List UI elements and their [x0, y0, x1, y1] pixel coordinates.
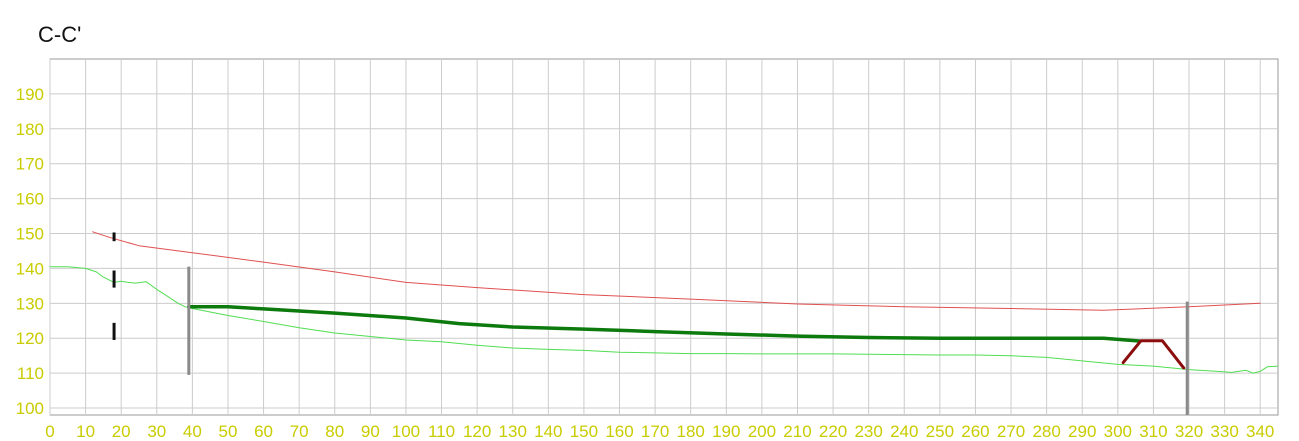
y-tick-label: 100 — [16, 399, 44, 418]
y-tick-label: 170 — [16, 155, 44, 174]
x-tick-label: 170 — [641, 422, 669, 441]
y-tick-label: 160 — [16, 190, 44, 209]
chart-title: C-C' — [38, 22, 82, 47]
x-tick-label: 310 — [1139, 422, 1167, 441]
x-tick-label: 290 — [1068, 422, 1096, 441]
x-tick-label: 250 — [926, 422, 954, 441]
x-tick-label: 20 — [112, 422, 131, 441]
x-tick-label: 100 — [392, 422, 420, 441]
y-tick-label: 120 — [16, 329, 44, 348]
y-tick-label: 150 — [16, 225, 44, 244]
x-tick-label: 50 — [219, 422, 238, 441]
series-line-2 — [49, 266, 1279, 374]
x-tick-label: 110 — [428, 422, 455, 441]
x-tick-label: 80 — [325, 422, 344, 441]
x-tick-label: 240 — [890, 422, 918, 441]
x-tick-label: 210 — [783, 422, 811, 441]
x-tick-label: 300 — [1104, 422, 1132, 441]
x-tick-label: 180 — [677, 422, 705, 441]
y-tick-label: 180 — [16, 120, 44, 139]
series-line-1 — [92, 231, 1261, 311]
x-tick-label: 30 — [147, 422, 166, 441]
y-tick-label: 140 — [16, 259, 44, 278]
x-tick-label: 330 — [1210, 422, 1238, 441]
x-tick-label: 260 — [961, 422, 989, 441]
x-tick-label: 40 — [183, 422, 202, 441]
x-tick-label: 230 — [854, 422, 882, 441]
x-tick-label: 280 — [1032, 422, 1060, 441]
x-tick-label: 0 — [45, 422, 54, 441]
x-tick-label: 200 — [748, 422, 776, 441]
y-tick-label: 110 — [17, 364, 44, 383]
x-tick-label: 150 — [570, 422, 598, 441]
series-line-4 — [1121, 339, 1186, 370]
x-tick-label: 160 — [605, 422, 633, 441]
series-line-3 — [187, 305, 1141, 343]
x-tick-label: 10 — [76, 422, 95, 441]
y-tick-label: 130 — [16, 294, 44, 313]
x-tick-label: 270 — [997, 422, 1025, 441]
plot-area — [49, 58, 1279, 416]
x-tick-label: 60 — [254, 422, 273, 441]
x-tick-label: 340 — [1246, 422, 1274, 441]
y-tick-label: 190 — [16, 85, 44, 104]
x-tick-label: 190 — [712, 422, 740, 441]
x-tick-label: 130 — [499, 422, 527, 441]
x-tick-label: 320 — [1175, 422, 1203, 441]
x-tick-label: 220 — [819, 422, 847, 441]
x-tick-label: 90 — [361, 422, 380, 441]
x-tick-label: 140 — [534, 422, 562, 441]
x-tick-label: 120 — [463, 422, 491, 441]
x-tick-label: 70 — [290, 422, 309, 441]
